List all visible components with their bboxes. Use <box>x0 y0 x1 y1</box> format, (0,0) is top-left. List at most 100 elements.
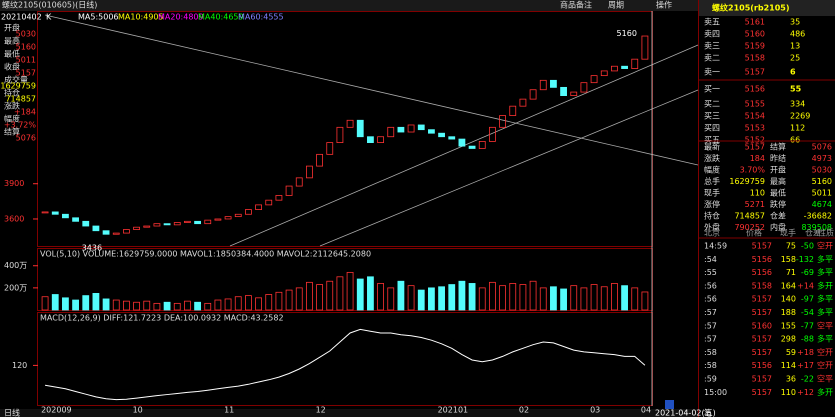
tick-type: 空开 <box>817 241 833 251</box>
volume-bar <box>143 300 151 311</box>
volume-bar <box>234 296 242 311</box>
tick-time: :56 <box>704 281 717 290</box>
tick-oi: +14 <box>797 281 814 290</box>
candle <box>316 153 323 167</box>
stat-label: 最新 <box>704 142 720 152</box>
candle <box>499 115 506 128</box>
book-label: 买二 <box>704 100 720 109</box>
tick-volume: 140 <box>781 295 796 304</box>
candle <box>163 223 171 226</box>
y-tick-label: 3900 <box>4 179 24 188</box>
candle <box>194 220 201 225</box>
tick-volume: 36 <box>786 375 796 384</box>
panel-title: VOL(5,10) VOLUME:1629759.0000 MAVOL1:185… <box>40 250 371 259</box>
tick-header: 北京 <box>704 228 720 238</box>
volume-bar <box>458 280 466 311</box>
stat-value: 5157 <box>745 143 765 152</box>
stat-label: 最低 <box>770 188 786 198</box>
volume-bar <box>550 286 557 311</box>
candle <box>112 232 120 235</box>
volume-bar <box>509 283 517 311</box>
volume-bar <box>41 296 49 311</box>
tick-time: :54 <box>704 255 717 264</box>
volume-bar <box>346 271 354 311</box>
candle <box>509 105 517 116</box>
candle <box>153 223 161 227</box>
x-tick-label: 03 <box>590 406 600 415</box>
volume-bar <box>367 276 374 311</box>
tick-type: 多平 <box>817 307 833 317</box>
tick-price: 5157 <box>752 295 772 304</box>
candle <box>234 213 242 218</box>
candle <box>397 126 405 133</box>
title: 螺纹2105(010605)(日线) <box>2 0 97 10</box>
volume-bar <box>82 295 90 311</box>
candle <box>204 219 212 225</box>
volume-bar <box>112 299 120 311</box>
volume-bar <box>387 287 395 311</box>
volume-bar <box>580 287 588 311</box>
stat-label: 最高 <box>770 176 786 186</box>
volume-bar <box>478 287 486 311</box>
tick-oi: -69 <box>801 268 814 277</box>
book-label: 卖五 <box>704 18 720 27</box>
tick-type: 多平 <box>817 334 833 344</box>
volume-bar <box>417 289 425 311</box>
candle <box>478 141 486 149</box>
info-label: 开盘 <box>4 23 20 33</box>
candle <box>92 225 100 232</box>
candle <box>438 132 445 138</box>
candle <box>275 195 283 201</box>
tick-volume: 164 <box>781 281 796 290</box>
x-tick-label: 202009 <box>41 406 72 415</box>
stat-value: 3.70% <box>740 166 766 175</box>
panel-title: MACD(12,26,9) DIFF:121.7223 DEA:100.0932… <box>40 314 284 323</box>
stat-value: 5030 <box>812 166 832 175</box>
volume-bar <box>407 285 415 311</box>
stat-value: 5011 <box>812 189 832 198</box>
tick-oi: +12 <box>797 388 814 397</box>
trend-line <box>44 14 699 166</box>
tick-time: :59 <box>704 375 717 384</box>
volume-bar <box>448 284 456 311</box>
info-label: 持仓 <box>4 88 20 98</box>
candle <box>102 230 110 235</box>
stat-label: 总手 <box>704 176 720 186</box>
candle <box>346 119 354 128</box>
tick-price: 5160 <box>752 321 772 330</box>
volume-bar <box>428 287 435 311</box>
stat-value: 4973 <box>812 154 832 163</box>
tick-price: 5157 <box>752 242 772 251</box>
tick-volume: 114 <box>781 361 796 370</box>
book-volume: 486 <box>790 30 805 39</box>
candle <box>631 58 639 69</box>
legend-entry: MA5:5006 <box>78 13 119 22</box>
tick-time: 14:59 <box>704 242 727 251</box>
candle <box>621 65 628 69</box>
tick-volume: 188 <box>781 308 796 317</box>
price-frame <box>37 11 653 247</box>
candle <box>570 91 578 96</box>
volume-bar <box>51 294 59 311</box>
volume-bar <box>539 287 547 311</box>
info-value: 5160 <box>16 43 36 52</box>
x-tick-label: 04 <box>641 406 651 415</box>
volume-bar <box>224 298 232 311</box>
tick-time: 15:00 <box>704 388 727 397</box>
volume-bar <box>153 302 161 311</box>
y-tick-label: 400万 <box>4 261 27 270</box>
button[interactable] <box>665 400 674 410</box>
stat-value: 5160 <box>812 177 832 186</box>
info-value: 714857 <box>5 95 36 104</box>
tick-type: 多平 <box>817 267 833 277</box>
info-label: 涨跌 <box>4 101 20 111</box>
tick-volume: 110 <box>781 388 796 397</box>
stat-value: 4674 <box>812 200 832 209</box>
volume-bar <box>600 286 608 311</box>
book-price: 5161 <box>745 18 765 27</box>
volume-bar <box>245 295 252 311</box>
volume-bar <box>285 289 293 311</box>
volume-bar <box>295 287 303 311</box>
